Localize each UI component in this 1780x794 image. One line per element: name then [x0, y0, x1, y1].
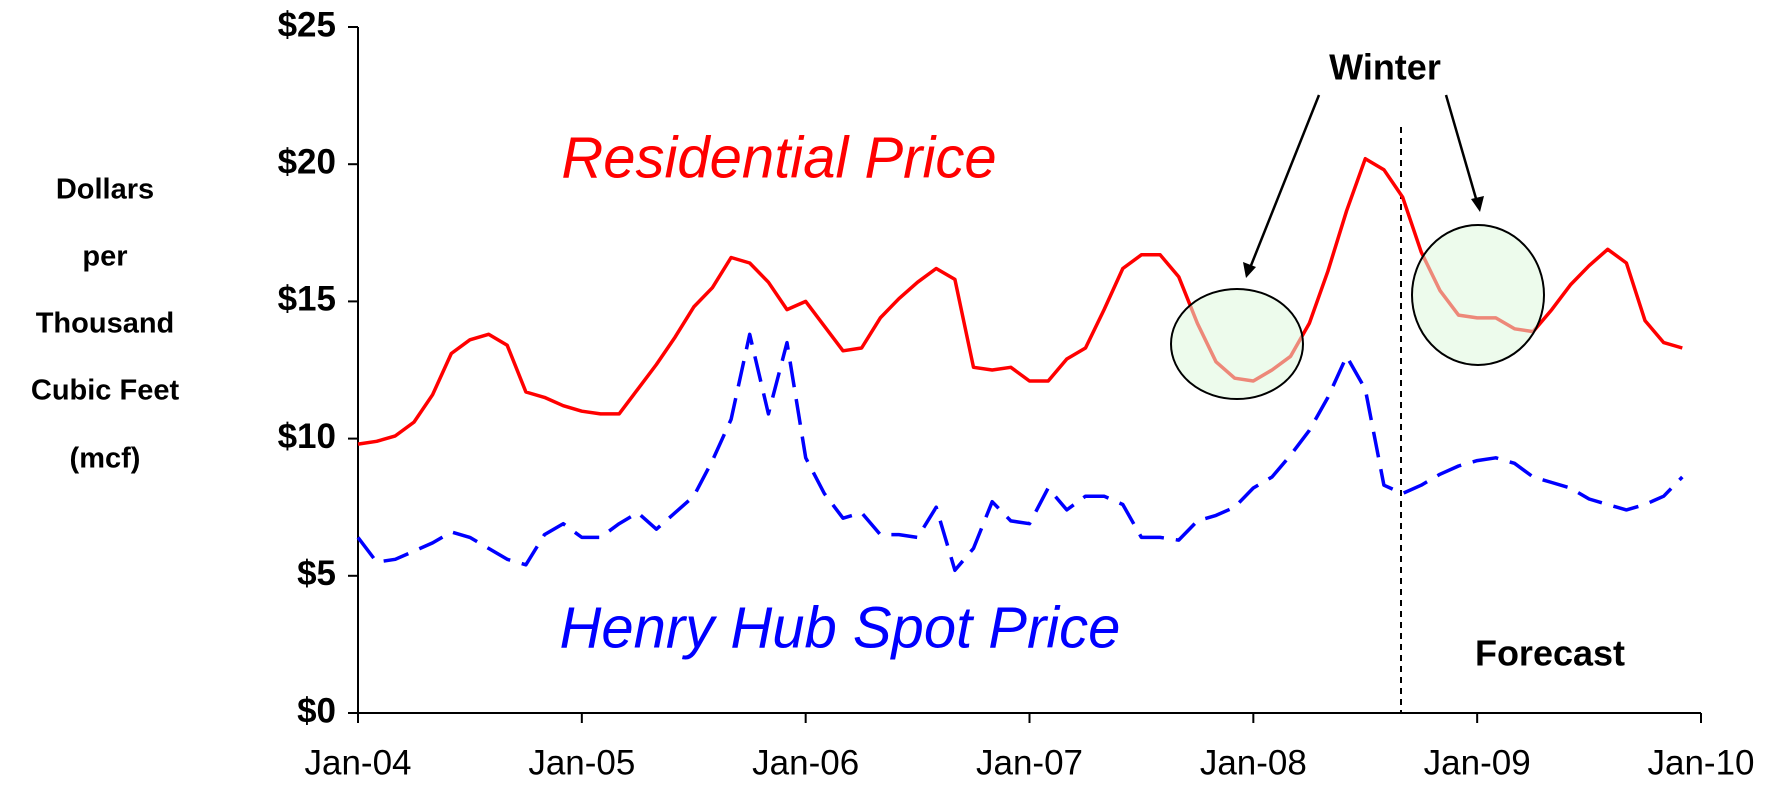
x-tick-label: Jan-06 — [752, 743, 859, 782]
x-tick-label: Jan-08 — [1200, 743, 1307, 782]
highlight-circle — [1411, 224, 1545, 366]
arrow — [1248, 94, 1321, 269]
y-tick-label: $15 — [278, 280, 336, 319]
y-tick-label: $10 — [278, 417, 336, 456]
series-label: Henry Hub Spot Price — [560, 595, 1121, 660]
y-tick-label: $5 — [297, 554, 336, 593]
y-axis-label: Cubic Feet — [31, 375, 180, 407]
arrow-head — [1471, 196, 1484, 212]
y-axis-label: (mcf) — [70, 443, 141, 475]
arrow — [1444, 94, 1479, 203]
winter-highlights — [1170, 94, 1545, 400]
y-axis-label: Dollars — [56, 174, 154, 206]
y-axis-label: per — [82, 241, 127, 273]
y-tick-label: $25 — [278, 5, 336, 44]
highlight-circle — [1170, 288, 1304, 400]
y-tick-label: $20 — [278, 142, 336, 181]
x-tick-label: Jan-05 — [528, 743, 635, 782]
arrow-head — [1243, 262, 1256, 278]
annotation: Forecast — [1475, 633, 1625, 674]
x-tick-label: Jan-10 — [1647, 743, 1754, 782]
y-tick-label: $0 — [297, 691, 336, 730]
x-tick-label: Jan-09 — [1424, 743, 1531, 782]
series-label: Residential Price — [561, 125, 996, 190]
x-tick-label: Jan-07 — [976, 743, 1083, 782]
series-line — [356, 332, 1684, 573]
x-tick-label: Jan-04 — [304, 743, 411, 782]
annotation: Winter — [1329, 47, 1441, 88]
y-axis-label: Thousand — [36, 308, 175, 340]
